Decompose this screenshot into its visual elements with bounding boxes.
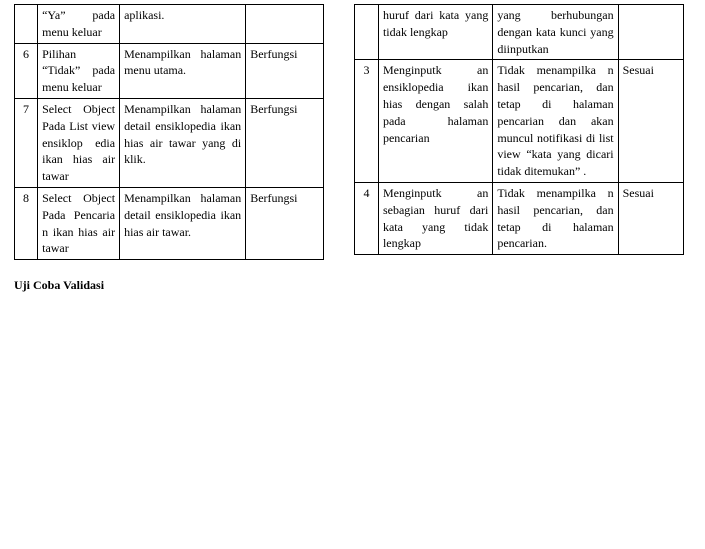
page-container: “Ya” pada menu keluar aplikasi. 6 Piliha… bbox=[0, 0, 705, 297]
left-column: “Ya” pada menu keluar aplikasi. 6 Piliha… bbox=[14, 4, 324, 293]
table-row: 7 Select Object Pada List view ensiklop … bbox=[15, 98, 324, 187]
cell-status: Berfungsi bbox=[246, 43, 324, 98]
cell-desc: “Ya” pada menu keluar bbox=[38, 5, 120, 44]
cell-desc: Pilihan “Tidak” pada menu keluar bbox=[38, 43, 120, 98]
cell-status: Berfungsi bbox=[246, 98, 324, 187]
cell-num bbox=[15, 5, 38, 44]
cell-result: Menampilkan halaman detail ensiklopedia … bbox=[120, 98, 246, 187]
cell-num: 7 bbox=[15, 98, 38, 187]
cell-result: Menampilkan halaman menu utama. bbox=[120, 43, 246, 98]
table-row: 8 Select Object Pada Pencaria n ikan hia… bbox=[15, 187, 324, 259]
cell-status: Sesuai bbox=[618, 60, 683, 183]
cell-desc: huruf dari kata yang tidak lengkap bbox=[378, 5, 492, 60]
cell-result: Tidak menampilka n hasil pencarian, dan … bbox=[493, 60, 618, 183]
cell-result: Menampilkan halaman detail ensiklopedia … bbox=[120, 187, 246, 259]
cell-desc: Menginputk an sebagian huruf dari kata y… bbox=[378, 182, 492, 254]
cell-num: 3 bbox=[355, 60, 379, 183]
table-row: 6 Pilihan “Tidak” pada menu keluar Menam… bbox=[15, 43, 324, 98]
cell-result: aplikasi. bbox=[120, 5, 246, 44]
left-table: “Ya” pada menu keluar aplikasi. 6 Piliha… bbox=[14, 4, 324, 260]
cell-status: Berfungsi bbox=[246, 187, 324, 259]
cell-result: yang berhubungan dengan kata kunci yang … bbox=[493, 5, 618, 60]
cell-result: Tidak menampilka n hasil pencarian, dan … bbox=[493, 182, 618, 254]
cell-num bbox=[355, 5, 379, 60]
table-row: 3 Menginputk an ensiklopedia ikan hias d… bbox=[355, 60, 684, 183]
cell-desc: Select Object Pada Pencaria n ikan hias … bbox=[38, 187, 120, 259]
cell-num: 6 bbox=[15, 43, 38, 98]
cell-status: Sesuai bbox=[618, 182, 683, 254]
cell-desc: Select Object Pada List view ensiklop ed… bbox=[38, 98, 120, 187]
right-column: huruf dari kata yang tidak lengkap yang … bbox=[354, 4, 684, 293]
right-table: huruf dari kata yang tidak lengkap yang … bbox=[354, 4, 684, 255]
cell-num: 4 bbox=[355, 182, 379, 254]
cell-status bbox=[618, 5, 683, 60]
table-row: 4 Menginputk an sebagian huruf dari kata… bbox=[355, 182, 684, 254]
cell-num: 8 bbox=[15, 187, 38, 259]
section-heading: Uji Coba Validasi bbox=[14, 278, 324, 293]
cell-desc: Menginputk an ensiklopedia ikan hias den… bbox=[378, 60, 492, 183]
table-row: “Ya” pada menu keluar aplikasi. bbox=[15, 5, 324, 44]
table-row: huruf dari kata yang tidak lengkap yang … bbox=[355, 5, 684, 60]
cell-status bbox=[246, 5, 324, 44]
